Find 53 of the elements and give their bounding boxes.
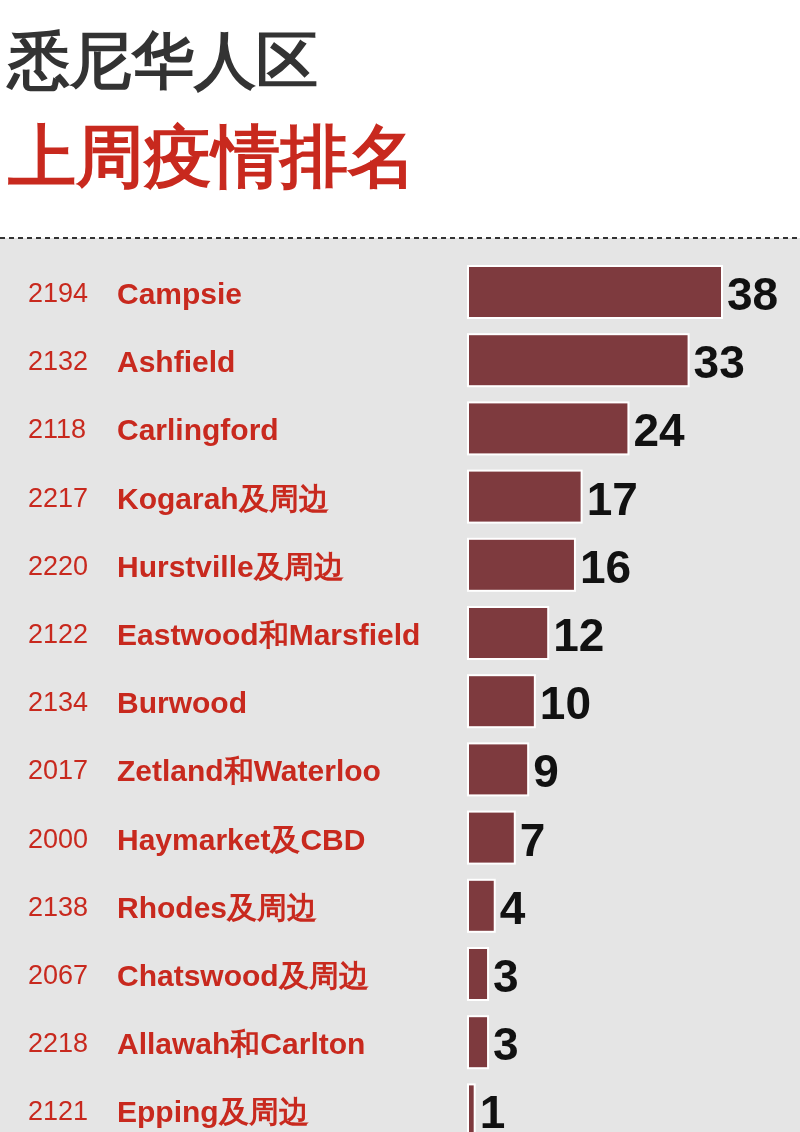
text: 2218 (28, 1028, 89, 1059)
bar (467, 333, 690, 388)
text: 2217 (28, 482, 89, 513)
data-label: 9 (533, 745, 559, 798)
data-label: 38 (727, 268, 779, 320)
data-label: 4 (499, 881, 526, 934)
y-tick-label: Rhodes及周边 (117, 890, 318, 924)
bar (467, 1015, 490, 1070)
y-tick-label: Burwood (117, 686, 247, 720)
y-tick-label: Carlingford (117, 413, 279, 447)
y-tick-label: Ashfield (117, 345, 236, 379)
chart-title: 悉尼华人区 (6, 26, 318, 95)
y-tick-label: Haymarket及CBD (117, 822, 366, 856)
y-tick-label: Zetland和Waterloo (117, 754, 381, 788)
data-label: 33 (693, 336, 745, 389)
data-label: 12 (553, 609, 605, 661)
data-label: 16 (579, 540, 632, 593)
y-tick-label: Hurstville及周边 (117, 549, 344, 583)
data-label: 7 (519, 813, 546, 866)
text: 2017 (28, 755, 89, 786)
text: 2121 (28, 1096, 89, 1127)
bar (467, 265, 723, 319)
y-tick-label: Kogarah及周边 (117, 481, 329, 515)
bar (467, 401, 630, 456)
chart-subtitle: 上周疫情排名 (8, 118, 416, 194)
data-label: 3 (493, 950, 519, 1002)
text: 2134 (28, 687, 89, 718)
data-label: 3 (493, 1018, 519, 1071)
y-tick-label: Chatswood及周边 (117, 959, 369, 992)
y-tick-label: Epping及周边 (117, 1095, 309, 1129)
bar (467, 674, 536, 729)
data-label: 17 (586, 472, 638, 525)
bar (467, 810, 516, 865)
data-label: 10 (539, 677, 592, 730)
text: 2138 (28, 891, 89, 922)
text: 2000 (28, 823, 89, 854)
bar (467, 537, 576, 592)
text: 2122 (28, 619, 89, 649)
text: 2194 (28, 278, 89, 308)
bar (467, 469, 583, 524)
bar (467, 606, 550, 660)
data-label: 1 (479, 1086, 506, 1132)
y-tick-label: Allawah和Carlton (117, 1027, 366, 1061)
y-tick-label: Campsie (117, 277, 243, 310)
y-tick-label: Eastwood和Marsfield (117, 618, 421, 651)
text: 2067 (28, 960, 89, 990)
data-label: 24 (633, 404, 685, 457)
text: 2132 (28, 346, 89, 377)
text: 2220 (28, 550, 89, 581)
text: 2118 (28, 414, 87, 445)
bar (467, 947, 490, 1001)
bar (467, 742, 530, 797)
bar (467, 878, 496, 933)
